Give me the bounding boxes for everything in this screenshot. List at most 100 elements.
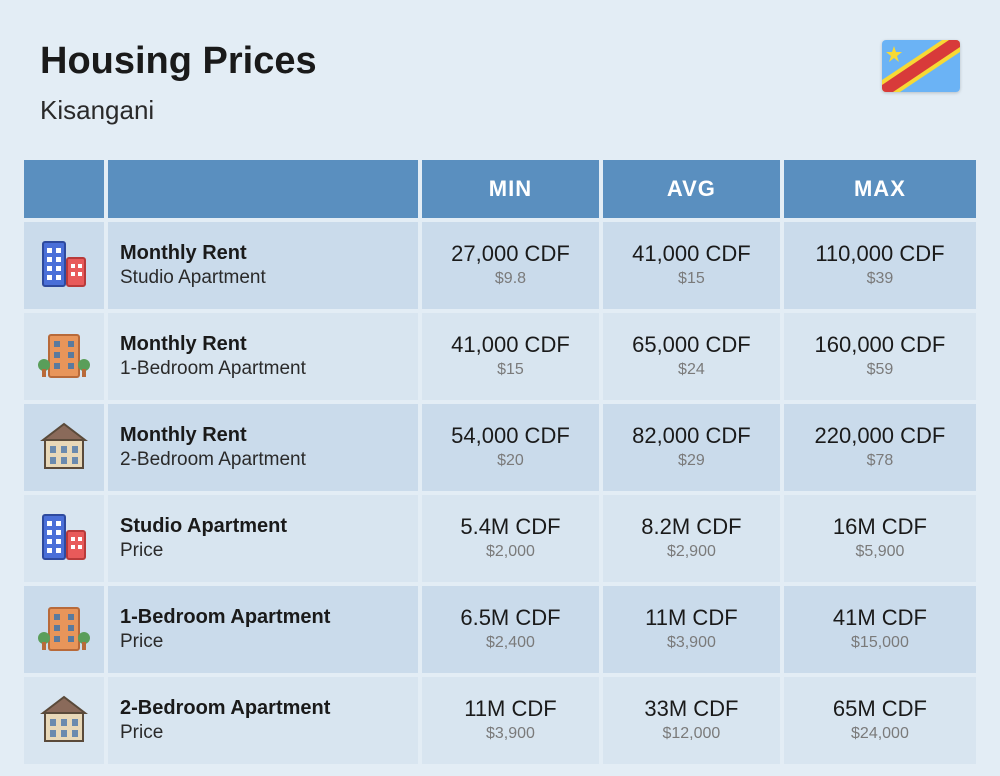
avg-cell: 11M CDF $3,900 <box>603 586 780 673</box>
max-value: 16M CDF <box>796 514 964 540</box>
max-cell: 220,000 CDF $78 <box>784 404 976 491</box>
table-header-row: MIN AVG MAX <box>24 160 976 218</box>
row-icon-cell <box>24 404 104 491</box>
min-usd: $9.8 <box>434 268 587 290</box>
row-icon-cell <box>24 677 104 764</box>
avg-usd: $2,900 <box>615 541 768 563</box>
avg-cell: 33M CDF $12,000 <box>603 677 780 764</box>
avg-value: 41,000 CDF <box>615 241 768 267</box>
row-icon-cell <box>24 313 104 400</box>
column-header-max: MAX <box>784 160 976 218</box>
building-icon <box>37 600 91 654</box>
building-icon <box>37 509 91 563</box>
max-cell: 65M CDF $24,000 <box>784 677 976 764</box>
avg-value: 65,000 CDF <box>615 332 768 358</box>
row-title: Monthly Rent <box>120 422 406 448</box>
row-title: 1-Bedroom Apartment <box>120 604 406 630</box>
avg-cell: 82,000 CDF $29 <box>603 404 780 491</box>
table-row: 2-Bedroom Apartment Price 11M CDF $3,900… <box>24 677 976 764</box>
max-usd: $59 <box>796 359 964 381</box>
min-usd: $20 <box>434 450 587 472</box>
pricing-table: MIN AVG MAX Monthly Rent Studio Apartmen… <box>20 156 980 768</box>
column-header-min: MIN <box>422 160 599 218</box>
max-value: 220,000 CDF <box>796 423 964 449</box>
avg-value: 33M CDF <box>615 696 768 722</box>
min-cell: 54,000 CDF $20 <box>422 404 599 491</box>
table-row: Studio Apartment Price 5.4M CDF $2,000 8… <box>24 495 976 582</box>
min-value: 6.5M CDF <box>434 605 587 631</box>
max-cell: 110,000 CDF $39 <box>784 222 976 309</box>
country-flag-icon <box>882 40 960 92</box>
header-spacer-icon <box>24 160 104 218</box>
avg-value: 8.2M CDF <box>615 514 768 540</box>
row-subtitle: 1-Bedroom Apartment <box>120 357 406 382</box>
table-row: Monthly Rent 1-Bedroom Apartment 41,000 … <box>24 313 976 400</box>
min-usd: $2,000 <box>434 541 587 563</box>
min-value: 54,000 CDF <box>434 423 587 449</box>
min-usd: $3,900 <box>434 723 587 745</box>
avg-cell: 41,000 CDF $15 <box>603 222 780 309</box>
header-spacer-label <box>108 160 418 218</box>
row-label-cell: 2-Bedroom Apartment Price <box>108 677 418 764</box>
row-subtitle: Price <box>120 630 406 655</box>
min-cell: 11M CDF $3,900 <box>422 677 599 764</box>
row-icon-cell <box>24 222 104 309</box>
row-subtitle: Price <box>120 721 406 746</box>
building-icon <box>37 236 91 290</box>
avg-cell: 65,000 CDF $24 <box>603 313 780 400</box>
header-text: Housing Prices Kisangani <box>40 40 317 126</box>
avg-value: 82,000 CDF <box>615 423 768 449</box>
row-icon-cell <box>24 495 104 582</box>
min-value: 27,000 CDF <box>434 241 587 267</box>
city-name: Kisangani <box>40 95 317 126</box>
max-cell: 16M CDF $5,900 <box>784 495 976 582</box>
avg-usd: $12,000 <box>615 723 768 745</box>
row-title: Monthly Rent <box>120 240 406 266</box>
max-value: 65M CDF <box>796 696 964 722</box>
row-subtitle: Studio Apartment <box>120 266 406 291</box>
min-value: 5.4M CDF <box>434 514 587 540</box>
avg-usd: $24 <box>615 359 768 381</box>
row-title: Monthly Rent <box>120 331 406 357</box>
row-subtitle: Price <box>120 539 406 564</box>
avg-usd: $3,900 <box>615 632 768 654</box>
max-cell: 160,000 CDF $59 <box>784 313 976 400</box>
max-value: 41M CDF <box>796 605 964 631</box>
row-title: 2-Bedroom Apartment <box>120 695 406 721</box>
min-usd: $2,400 <box>434 632 587 654</box>
row-icon-cell <box>24 586 104 673</box>
page-title: Housing Prices <box>40 40 317 83</box>
min-value: 11M CDF <box>434 696 587 722</box>
building-icon <box>37 418 91 472</box>
table-row: Monthly Rent Studio Apartment 27,000 CDF… <box>24 222 976 309</box>
min-cell: 6.5M CDF $2,400 <box>422 586 599 673</box>
max-usd: $78 <box>796 450 964 472</box>
row-label-cell: Monthly Rent 1-Bedroom Apartment <box>108 313 418 400</box>
building-icon <box>37 327 91 381</box>
row-label-cell: Studio Apartment Price <box>108 495 418 582</box>
max-value: 110,000 CDF <box>796 241 964 267</box>
max-usd: $5,900 <box>796 541 964 563</box>
table-row: Monthly Rent 2-Bedroom Apartment 54,000 … <box>24 404 976 491</box>
table-row: 1-Bedroom Apartment Price 6.5M CDF $2,40… <box>24 586 976 673</box>
min-usd: $15 <box>434 359 587 381</box>
avg-cell: 8.2M CDF $2,900 <box>603 495 780 582</box>
max-cell: 41M CDF $15,000 <box>784 586 976 673</box>
min-value: 41,000 CDF <box>434 332 587 358</box>
max-usd: $24,000 <box>796 723 964 745</box>
max-value: 160,000 CDF <box>796 332 964 358</box>
max-usd: $15,000 <box>796 632 964 654</box>
min-cell: 41,000 CDF $15 <box>422 313 599 400</box>
row-subtitle: 2-Bedroom Apartment <box>120 448 406 473</box>
header: Housing Prices Kisangani <box>20 40 980 156</box>
row-label-cell: Monthly Rent Studio Apartment <box>108 222 418 309</box>
max-usd: $39 <box>796 268 964 290</box>
building-icon <box>37 691 91 745</box>
avg-usd: $29 <box>615 450 768 472</box>
row-label-cell: Monthly Rent 2-Bedroom Apartment <box>108 404 418 491</box>
row-title: Studio Apartment <box>120 513 406 539</box>
avg-usd: $15 <box>615 268 768 290</box>
column-header-avg: AVG <box>603 160 780 218</box>
min-cell: 27,000 CDF $9.8 <box>422 222 599 309</box>
page-container: Housing Prices Kisangani MIN AVG MAX <box>0 0 1000 768</box>
